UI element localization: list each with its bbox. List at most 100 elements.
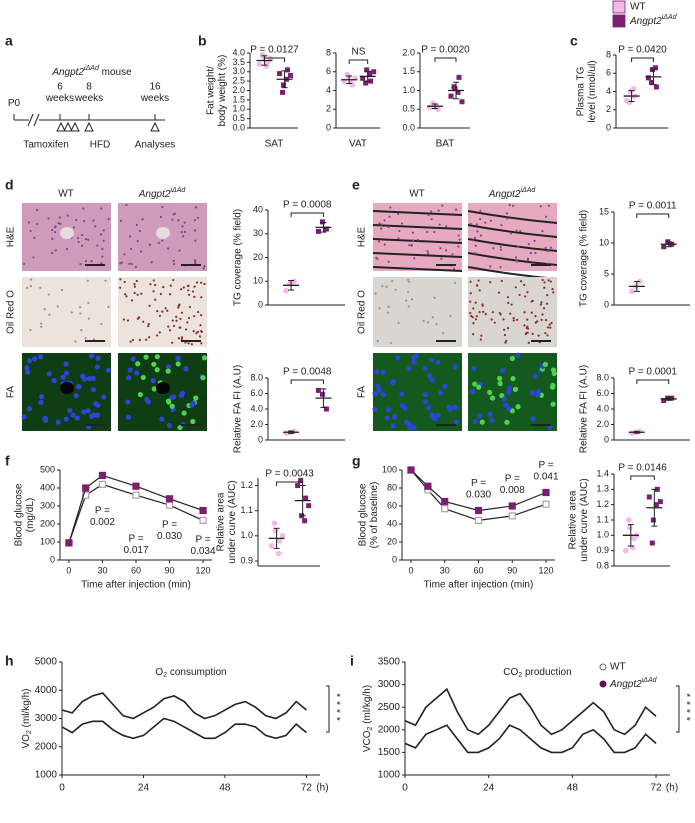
micrograph-texture <box>549 280 552 283</box>
micrograph-texture <box>196 216 200 219</box>
micrograph-texture <box>390 423 396 429</box>
micrograph-texture <box>391 280 394 283</box>
data-point <box>315 387 321 393</box>
micrograph-texture <box>60 382 74 394</box>
micrograph-texture <box>140 374 146 381</box>
micrograph-texture <box>542 307 546 310</box>
data-point <box>360 75 366 81</box>
micrograph-texture <box>433 296 436 299</box>
micrograph-texture <box>387 305 390 308</box>
micrograph-texture <box>148 336 151 339</box>
p-value: P = 0.0146 <box>618 463 667 474</box>
micrograph-texture <box>467 210 558 224</box>
micrograph-texture <box>136 240 139 243</box>
data-point <box>542 488 550 497</box>
micrograph-texture <box>200 296 203 299</box>
hfd-arrow <box>84 121 94 132</box>
micrograph-texture <box>387 311 390 314</box>
micrograph-texture <box>200 342 203 345</box>
y-axis-label: Relative FA FI (A.U) <box>579 365 590 453</box>
micrograph-texture <box>65 247 69 251</box>
micrograph-texture <box>474 301 477 304</box>
text-line: Fat weight/ <box>205 66 216 115</box>
micrograph-texture <box>529 251 532 255</box>
x-tick-label: 120 <box>538 565 553 575</box>
micrograph-texture <box>130 247 133 251</box>
micrograph-texture <box>82 207 85 210</box>
micrograph-texture <box>469 222 472 226</box>
micrograph-texture <box>372 391 378 397</box>
text-line: 8 <box>86 81 92 92</box>
micrograph-texture <box>489 219 492 222</box>
p-value: P = 0.0020 <box>421 45 470 56</box>
data-point <box>132 482 140 490</box>
text-line: body weight (%) <box>216 55 227 127</box>
micrograph-texture <box>378 307 381 310</box>
micrograph-texture <box>51 228 54 232</box>
y-tick-label: 40 <box>253 204 263 214</box>
y-tick-label: 8.0 <box>250 372 263 382</box>
micrograph-texture <box>544 331 547 335</box>
text-line: P = <box>538 459 553 470</box>
x-tick-label: 90 <box>507 565 517 575</box>
micrograph-texture <box>552 291 555 294</box>
panel-letter: d <box>5 177 14 193</box>
data-point <box>665 395 671 401</box>
micrograph-texture <box>397 237 400 240</box>
data-point <box>275 550 282 557</box>
micrograph-texture <box>167 325 170 328</box>
micrograph-texture <box>83 219 86 223</box>
tamoxifen-arrow <box>56 121 66 132</box>
micrograph-texture <box>423 399 429 405</box>
micrograph-texture <box>172 259 175 262</box>
micrograph-texture <box>164 307 167 310</box>
micrograph-texture <box>136 317 139 320</box>
y-tick-label: 5 <box>604 268 609 278</box>
text-line: Relative area <box>567 490 578 549</box>
micrograph-texture <box>169 403 175 409</box>
y-tick-label: 2000 <box>378 724 401 735</box>
micrograph-texture <box>100 322 103 326</box>
sup-text: iΔAd <box>520 187 536 194</box>
micrograph-texture <box>193 395 199 401</box>
micrograph-texture <box>192 330 195 333</box>
micrograph-texture <box>526 318 529 321</box>
data-point <box>653 84 659 90</box>
micrograph-texture <box>472 307 475 310</box>
series-line <box>61 692 307 720</box>
data-point <box>424 482 432 490</box>
micrograph-texture <box>406 278 410 281</box>
micrograph-texture <box>107 217 110 221</box>
significance-bracket <box>636 379 670 384</box>
data-point <box>315 228 321 234</box>
micrograph-texture <box>200 314 203 317</box>
timeline-tick-label: 16 weeks <box>140 81 169 104</box>
y-tick-label: 10 <box>599 237 609 247</box>
data-point <box>623 547 629 554</box>
panel-letter: a <box>5 33 13 49</box>
micrograph-texture <box>195 332 198 335</box>
micrograph-texture <box>378 222 381 225</box>
micrograph-texture <box>86 279 89 282</box>
micrograph-texture <box>107 305 110 308</box>
micrograph-texture <box>435 412 441 419</box>
micrograph-texture <box>504 341 507 344</box>
micrograph-texture <box>543 281 546 284</box>
micrograph-texture <box>515 229 518 232</box>
micrograph-texture <box>39 286 42 289</box>
data-point <box>323 406 329 412</box>
micrograph-texture <box>172 278 175 282</box>
micrograph-texture <box>490 318 493 321</box>
micrograph-texture <box>380 392 386 398</box>
significance-bracket <box>434 57 457 62</box>
x-tick-label: 30 <box>97 565 107 575</box>
y-tick-label: 3000 <box>35 713 58 724</box>
micrograph-texture <box>89 413 95 419</box>
x-tick-label: 30 <box>440 565 450 575</box>
micrograph-texture <box>549 246 553 249</box>
x-axis-label: Time after injection (min) <box>81 580 191 591</box>
micrograph-texture <box>509 232 512 235</box>
micrograph-texture <box>43 308 46 311</box>
x-tick-label: 72 <box>650 783 662 794</box>
